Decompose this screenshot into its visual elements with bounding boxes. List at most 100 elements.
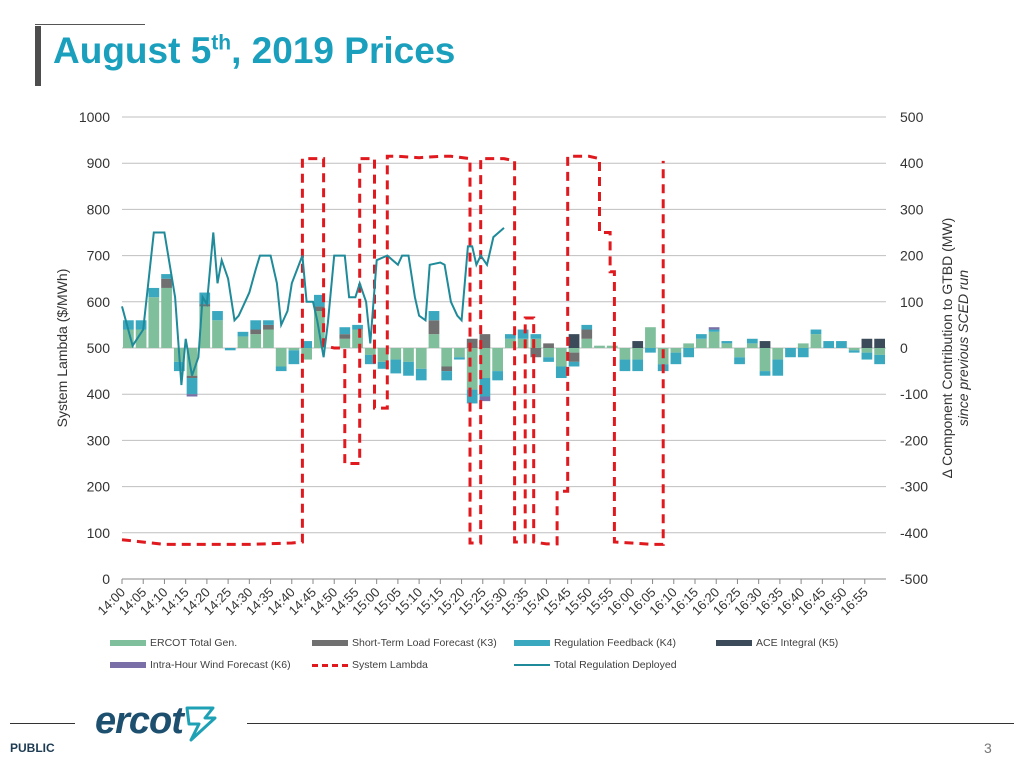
bar-k3 [568, 352, 580, 362]
legend-swatch-total-gen [110, 640, 146, 646]
bar-k3 [339, 334, 351, 339]
bar-total-gen [810, 334, 822, 348]
y2-tick-label: 500 [900, 109, 924, 125]
bar-total-gen [530, 338, 542, 348]
bar-k6 [479, 396, 491, 402]
bar-k4 [797, 348, 809, 358]
y2-tick-label: 300 [900, 201, 924, 217]
bar-k4 [530, 334, 542, 339]
y-tick-label: 700 [87, 248, 111, 264]
y2-tick-label: -200 [900, 432, 928, 448]
public-label: PUBLIC [10, 741, 55, 755]
bar-total-gen [479, 348, 491, 379]
bar-k4 [861, 352, 873, 360]
legend-k4: Regulation Feedback (K4) [514, 637, 716, 649]
bar-k4 [161, 274, 172, 279]
bar-total-gen [377, 348, 389, 362]
bar-k3 [530, 348, 542, 358]
bar-k4 [772, 359, 784, 376]
y2-tick-label: -400 [900, 525, 928, 541]
bar-k4 [377, 361, 389, 369]
bar-total-gen [148, 297, 160, 348]
ercot-bolt-icon [185, 706, 217, 741]
bar-k4 [632, 359, 644, 372]
bar-total-gen [161, 287, 172, 348]
bar-total-gen [555, 348, 567, 367]
bar-total-gen [645, 327, 656, 348]
y-tick-label: 500 [87, 340, 111, 356]
bar-k4 [555, 366, 567, 379]
legend-k6: Intra-Hour Wind Forecast (K6) [110, 659, 312, 671]
bar-total-gen [288, 348, 300, 351]
legend-swatch-k3 [312, 640, 348, 646]
bar-k4 [505, 334, 516, 339]
bar-k4 [237, 331, 249, 337]
y-tick-label: 400 [87, 386, 111, 402]
chart-legend: ERCOT Total Gen. Short-Term Load Forecas… [110, 632, 930, 676]
bar-total-gen [364, 348, 376, 355]
bar-k4 [874, 354, 885, 365]
bar-k4 [301, 341, 312, 348]
bar-total-gen [441, 348, 453, 367]
y-tick-label: 600 [87, 294, 111, 310]
bar-total-gen [594, 345, 605, 348]
bar-k4 [288, 350, 300, 365]
bar-total-gen [619, 348, 631, 360]
y2-axis-label: Δ Component Contribution to GTBD (MW) [939, 218, 955, 479]
legend-swatch-k5 [716, 640, 752, 646]
page-number: 3 [984, 740, 992, 756]
bar-k3 [250, 329, 262, 335]
legend-total-gen: ERCOT Total Gen. [110, 637, 312, 649]
bar-total-gen [301, 348, 312, 360]
bar-k4 [466, 389, 478, 404]
legend-swatch-k6 [110, 662, 146, 668]
bar-total-gen [250, 334, 262, 348]
bar-k4 [186, 378, 198, 395]
bar-total-gen [403, 348, 414, 362]
bar-total-gen [581, 338, 593, 348]
bar-k5 [861, 338, 873, 348]
bar-k4 [275, 366, 287, 372]
component-bars [123, 274, 885, 404]
bar-total-gen [466, 348, 478, 390]
bar-k4 [708, 329, 720, 332]
bar-total-gen [874, 348, 885, 355]
bar-k4 [263, 320, 274, 325]
y2-tick-label: -500 [900, 571, 928, 587]
bar-k5 [568, 334, 580, 348]
chart-axes: 01002003004005006007008009001000-500-400… [79, 109, 928, 618]
footer-rule-left [10, 723, 75, 724]
total-regulation-line [121, 227, 505, 386]
legend-regulation: Total Regulation Deployed [514, 659, 716, 671]
bar-k4 [415, 368, 427, 381]
bar-total-gen [199, 306, 211, 348]
bar-k4 [721, 341, 733, 344]
bar-total-gen [339, 338, 351, 348]
bar-k3 [186, 375, 198, 379]
system-lambda-line [121, 154, 665, 546]
bar-total-gen [212, 320, 223, 348]
bar-total-gen [135, 329, 147, 348]
legend-swatch-regulation [514, 664, 550, 666]
bar-total-gen [708, 331, 720, 348]
bar-total-gen [568, 348, 580, 353]
bar-total-gen [759, 348, 771, 372]
legend-lambda: System Lambda [312, 659, 514, 671]
bar-k4 [428, 311, 440, 321]
bar-total-gen [517, 338, 529, 348]
y-axis-label: System Lambda ($/MWh) [54, 269, 70, 428]
bar-k4 [148, 287, 160, 298]
bar-total-gen [734, 348, 745, 358]
bar-k4 [696, 334, 707, 339]
bar-total-gen [492, 348, 503, 372]
bar-k4 [479, 378, 491, 397]
bar-k3 [428, 320, 440, 335]
bar-total-gen [746, 343, 758, 348]
bar-k3 [581, 329, 593, 339]
y-tick-label: 300 [87, 432, 111, 448]
bar-k4 [746, 338, 758, 344]
bar-k3 [479, 334, 491, 348]
bar-total-gen [237, 336, 249, 348]
bar-k4 [619, 359, 631, 372]
bar-total-gen [670, 348, 682, 353]
